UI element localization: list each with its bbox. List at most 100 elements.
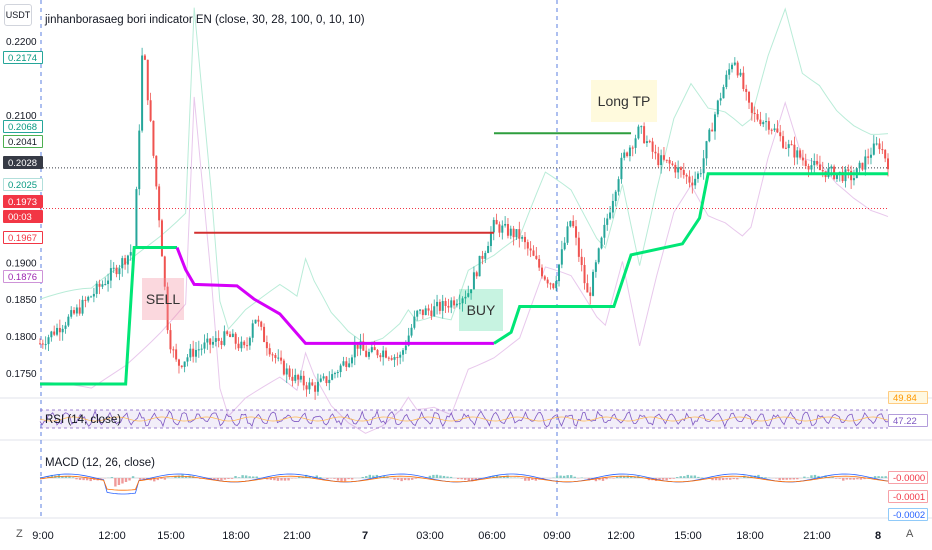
candle [124, 258, 127, 265]
macd-histogram-bar [813, 474, 817, 478]
candle [495, 219, 498, 225]
macd-histogram-bar [269, 478, 273, 480]
macd-histogram-bar [403, 478, 407, 481]
candle [790, 144, 793, 146]
candle [107, 280, 110, 285]
candle [648, 141, 651, 143]
rsi-line [39, 409, 889, 428]
candle [424, 308, 427, 316]
macd-histogram-bar [601, 478, 605, 481]
macd-histogram-bar [308, 476, 311, 478]
macd-title[interactable]: MACD (12, 26, close) [45, 457, 155, 469]
macd-histogram-bar [562, 475, 566, 478]
macd-histogram-bar [333, 478, 336, 479]
price-tick-label: 0.1750 [6, 369, 37, 380]
candle [645, 141, 648, 144]
macd-histogram-bar [223, 478, 227, 480]
time-tick-label: 09:00 [543, 530, 571, 542]
macd-histogram-bar [350, 478, 354, 480]
candle [611, 200, 614, 213]
time-tick-label: 18:00 [736, 530, 764, 542]
candle [869, 154, 872, 158]
candle [654, 151, 657, 154]
macd-histogram-bar [273, 478, 276, 481]
macd-histogram-bar [255, 476, 258, 478]
macd-histogram-bar [216, 478, 220, 480]
macd-histogram-bar [343, 478, 347, 482]
candle [206, 338, 209, 343]
macd-histogram-bar [110, 477, 114, 478]
candle [540, 267, 543, 277]
candle [297, 374, 300, 380]
currency-unit-button[interactable]: USDT [4, 4, 32, 26]
macd-histogram-bar [100, 478, 103, 479]
candle [679, 167, 682, 170]
candle [762, 122, 765, 125]
candle [722, 87, 725, 99]
candle [333, 373, 336, 375]
macd-histogram-bar [241, 475, 244, 478]
candle [461, 298, 464, 304]
candle [419, 309, 422, 311]
candle [373, 347, 376, 351]
macd-histogram-bar [492, 475, 495, 478]
candle [492, 219, 495, 233]
macd-histogram-bar [598, 478, 601, 481]
macd-histogram-bar [117, 478, 121, 485]
macd-histogram-bar [630, 476, 633, 478]
candle [197, 349, 200, 351]
price-badge: 0.2025 [3, 178, 43, 191]
macd-histogram-bar [89, 478, 92, 482]
candle [560, 249, 563, 265]
candle [163, 256, 166, 287]
candle [498, 224, 501, 233]
macd-histogram-bar [446, 476, 449, 478]
macd-histogram-bar [280, 478, 283, 481]
candle [285, 368, 288, 375]
price-badge: 0.2028 [3, 156, 43, 169]
auto-scale-button[interactable]: A [906, 528, 914, 540]
zoom-button[interactable]: Z [16, 528, 23, 540]
candle [640, 126, 643, 128]
sell-signal-label: SELL [142, 278, 184, 320]
candle [223, 331, 226, 345]
candle [682, 169, 685, 175]
macd-histogram-bar [714, 478, 718, 481]
macd-histogram-bar [495, 475, 499, 478]
price-badge: 0.1876 [3, 270, 43, 283]
candle [523, 236, 526, 243]
candle [314, 385, 317, 392]
candle [742, 72, 745, 89]
macd-histogram-bar [174, 476, 177, 478]
macd-histogram-bar [78, 478, 82, 480]
rsi-title[interactable]: RSI (14, close) [45, 414, 122, 426]
candle [858, 162, 861, 169]
candle [586, 283, 589, 293]
candle [212, 341, 215, 345]
candle [580, 256, 583, 266]
candle [64, 325, 67, 329]
candle [878, 143, 881, 150]
macd-histogram-bar [163, 478, 167, 480]
candle [481, 255, 484, 259]
candle [575, 226, 578, 238]
candle [192, 348, 195, 357]
candle [756, 114, 759, 120]
candle [265, 342, 268, 349]
candle [487, 245, 490, 253]
macd-histogram-bar [570, 475, 573, 478]
macd-histogram-bar [661, 478, 665, 480]
macd-histogram-bar [244, 475, 248, 478]
macd-histogram-bar [138, 478, 142, 480]
macd-signal-line [39, 475, 889, 491]
indicator-title[interactable]: jinhanborasaeg bori indicator EN (close,… [45, 14, 365, 26]
macd-histogram-bar [760, 477, 764, 478]
candle [750, 102, 753, 113]
macd-histogram-bar [697, 476, 700, 478]
candle [61, 328, 64, 333]
candle [376, 350, 379, 356]
macd-histogram-bar [326, 478, 329, 480]
candle [367, 351, 370, 357]
candle [597, 248, 600, 263]
